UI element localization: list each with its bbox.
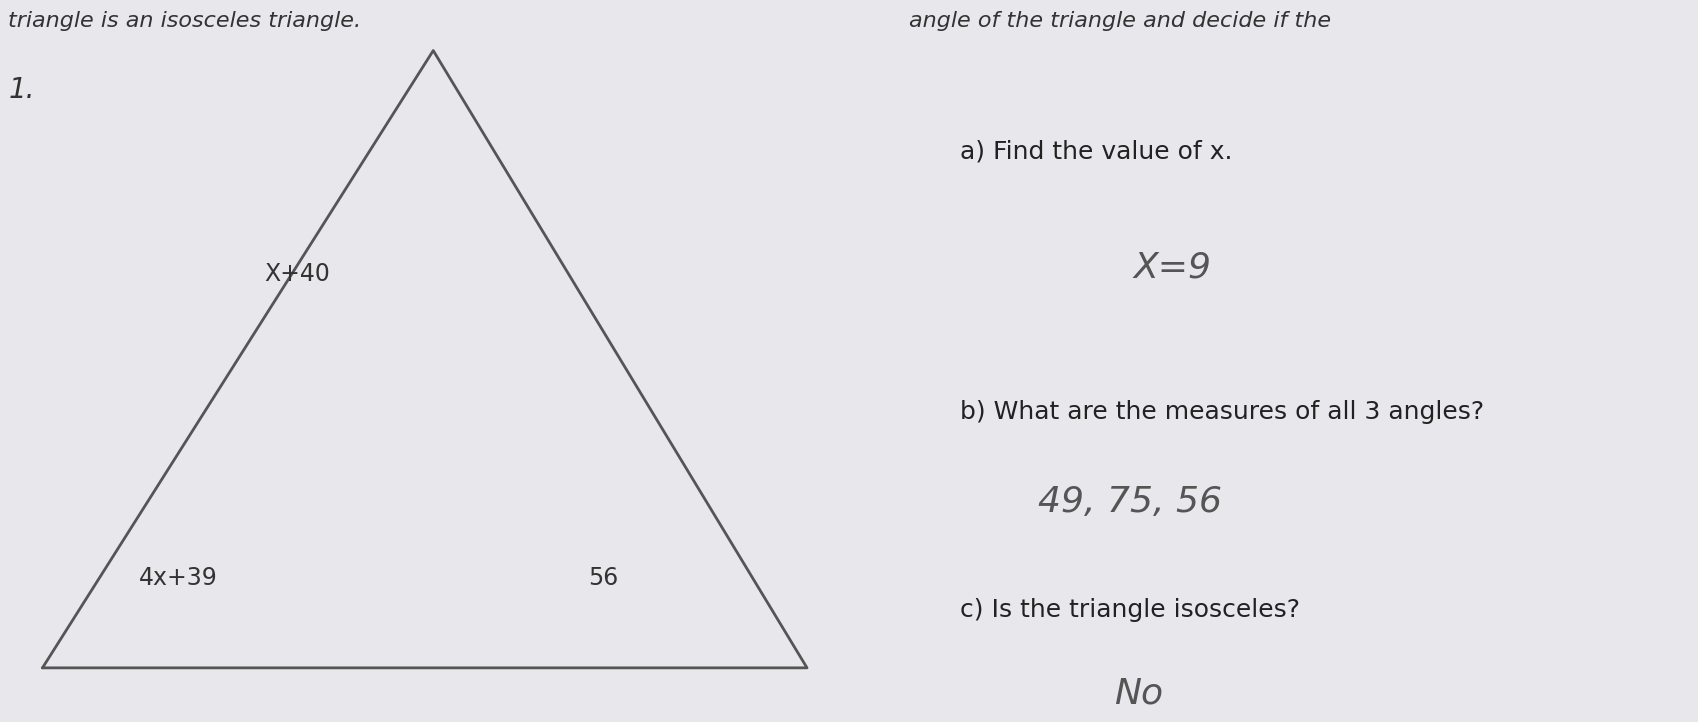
Text: b) What are the measures of all 3 angles?: b) What are the measures of all 3 angles… [959,399,1482,424]
Text: 4x+39: 4x+39 [139,565,217,590]
Text: X=9: X=9 [1133,250,1211,284]
Text: 56: 56 [588,565,618,590]
Text: 49, 75, 56: 49, 75, 56 [1037,484,1221,519]
Text: 1.: 1. [8,76,36,104]
Text: angle of the triangle and decide if the: angle of the triangle and decide if the [908,11,1330,31]
Text: c) Is the triangle isosceles?: c) Is the triangle isosceles? [959,598,1299,622]
Text: triangle is an isosceles triangle.: triangle is an isosceles triangle. [8,11,362,31]
Text: X+40: X+40 [265,262,329,287]
Text: a) Find the value of x.: a) Find the value of x. [959,139,1231,164]
Text: No: No [1114,676,1161,710]
